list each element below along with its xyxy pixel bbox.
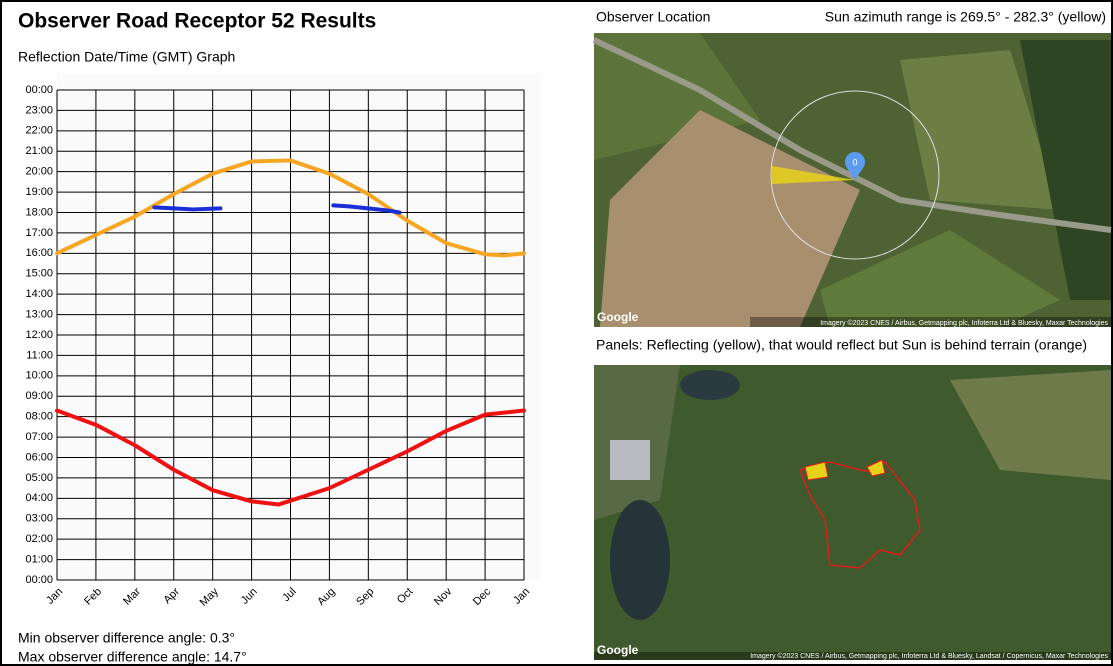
y-tick-label: 08:00 [25, 411, 53, 423]
map-image: 0 Google Imagery ©2023 CNES / Airbus, Ge… [594, 33, 1111, 327]
map-logo: Google [597, 310, 639, 324]
y-tick-label: 05:00 [25, 472, 53, 484]
y-tick-label: 01:00 [25, 553, 53, 565]
y-tick-label: 22:00 [25, 125, 53, 137]
plot-bg [57, 73, 541, 580]
y-tick-label: 11:00 [26, 349, 53, 361]
chart-title: Reflection Date/Time (GMT) Graph [18, 49, 235, 65]
y-tick-label: 21:00 [25, 145, 53, 157]
map-logo: Google [597, 643, 639, 657]
map-image: Google Imagery ©2023 CNES / Airbus, Getm… [594, 365, 1111, 660]
y-tick-label: 13:00 [25, 308, 53, 320]
y-tick-label: 00:00 [25, 84, 53, 96]
y-tick-label: 20:00 [25, 166, 53, 178]
map-label: Panels: Reflecting (yellow), that would … [596, 337, 1087, 353]
y-tick-label: 04:00 [25, 492, 53, 504]
map-credit: Imagery ©2023 CNES / Airbus, Getmapping … [820, 319, 1108, 327]
page: Observer Road Receptor 52 Results Reflec… [0, 0, 1113, 666]
map-credit: Imagery ©2023 CNES / Airbus, Getmapping … [750, 652, 1108, 660]
y-tick-label: 17:00 [25, 227, 53, 239]
stat-max: Max observer difference angle: 14.7° [18, 649, 247, 665]
y-tick-label: 14:00 [25, 288, 53, 300]
stat-min: Min observer difference angle: 0.3° [18, 630, 235, 646]
map-label: Observer Location [596, 9, 710, 25]
y-tick-label: 07:00 [25, 431, 53, 443]
y-tick-label: 23:00 [25, 104, 53, 116]
y-tick-label: 12:00 [25, 329, 53, 341]
y-tick-label: 16:00 [25, 247, 53, 259]
azimuth-label: Sun azimuth range is 269.5° - 282.3° (ye… [825, 9, 1106, 25]
y-tick-label: 18:00 [25, 206, 53, 218]
y-tick-label: 15:00 [25, 268, 53, 280]
y-tick-label: 03:00 [25, 513, 53, 525]
series-line [154, 207, 220, 209]
marker-label: 0 [852, 157, 857, 167]
report-title: Observer Road Receptor 52 Results [18, 10, 376, 33]
y-tick-label: 09:00 [25, 390, 53, 402]
y-tick-label: 06:00 [25, 451, 53, 463]
y-tick-label: 10:00 [25, 370, 53, 382]
y-tick-label: 00:00 [25, 574, 53, 586]
y-tick-label: 19:00 [25, 186, 53, 198]
y-tick-label: 02:00 [25, 533, 53, 545]
